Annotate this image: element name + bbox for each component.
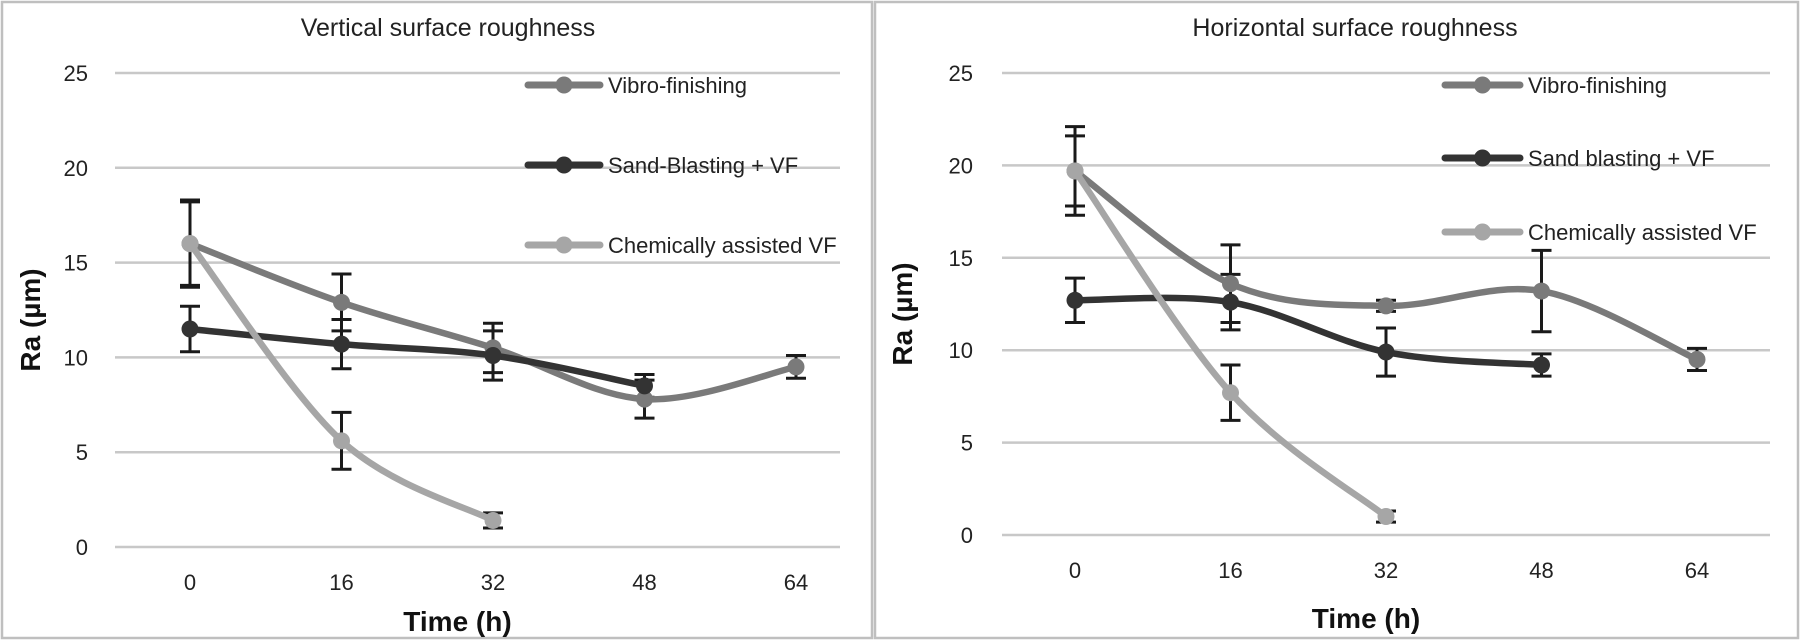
data-point bbox=[1222, 384, 1239, 402]
chart-vertical-roughness: Vertical surface roughness 0 5 10 15 20 25 0 16 3… bbox=[0, 0, 874, 640]
data-point bbox=[333, 432, 350, 450]
data-point bbox=[333, 293, 350, 311]
chart-frame bbox=[0, 0, 874, 640]
legend-entry: Vibro-finishing bbox=[1528, 73, 1667, 98]
legend-swatch-marker bbox=[1474, 76, 1491, 94]
legend-swatch-marker bbox=[1474, 149, 1491, 167]
y-tick-label: 25 bbox=[949, 61, 973, 86]
data-point bbox=[181, 320, 199, 338]
chart-title: Vertical surface roughness bbox=[301, 14, 596, 42]
legend-swatch-marker bbox=[1474, 223, 1491, 241]
data-point bbox=[1377, 297, 1395, 315]
y-tick-label: 5 bbox=[961, 431, 973, 456]
data-point bbox=[484, 511, 502, 529]
legend-swatch-marker bbox=[555, 156, 573, 174]
legend-entry: Chemically assisted VF bbox=[608, 233, 837, 258]
data-point bbox=[333, 335, 350, 353]
x-tick-label: 0 bbox=[184, 570, 196, 595]
y-tick-label: 20 bbox=[949, 153, 973, 178]
data-point bbox=[1377, 343, 1395, 361]
y-tick-label: 15 bbox=[949, 246, 973, 271]
x-tick-label: 32 bbox=[1374, 558, 1398, 583]
data-point bbox=[1533, 282, 1550, 300]
y-tick-label: 0 bbox=[76, 535, 88, 560]
legend-entry: Sand-Blasting + VF bbox=[608, 153, 798, 178]
x-tick-label: 32 bbox=[481, 570, 505, 595]
data-point bbox=[1066, 162, 1084, 180]
data-point bbox=[1066, 291, 1084, 309]
legend-entry: Sand blasting + VF bbox=[1528, 146, 1715, 171]
y-tick-label: 15 bbox=[64, 251, 88, 276]
x-tick-label: 48 bbox=[1529, 558, 1553, 583]
y-axis-label: Ra (µm) bbox=[887, 262, 918, 365]
x-tick-label: 48 bbox=[632, 570, 656, 595]
y-tick-label: 20 bbox=[64, 156, 88, 181]
y-tick-label: 25 bbox=[64, 61, 88, 86]
data-point bbox=[484, 347, 502, 365]
data-point bbox=[1222, 275, 1239, 293]
y-axis-label: Ra (µm) bbox=[15, 268, 46, 371]
x-axis-label: Time (h) bbox=[1312, 603, 1420, 634]
data-point bbox=[181, 235, 199, 253]
x-tick-label: 0 bbox=[1069, 558, 1081, 583]
x-axis-label: Time (h) bbox=[403, 606, 511, 637]
x-tick-label: 16 bbox=[1218, 558, 1242, 583]
data-point bbox=[1377, 508, 1395, 526]
legend-entry: Chemically assisted VF bbox=[1528, 220, 1757, 245]
y-tick-label: 5 bbox=[76, 440, 88, 465]
chart-title: Horizontal surface roughness bbox=[1192, 14, 1517, 42]
data-point bbox=[787, 358, 805, 376]
data-point bbox=[1222, 293, 1239, 311]
legend-entry: Vibro-finishing bbox=[608, 73, 747, 98]
chart-frame bbox=[873, 0, 1800, 640]
data-point bbox=[1533, 356, 1550, 374]
legend-swatch-marker bbox=[555, 76, 573, 94]
chart-horizontal-roughness: Horizontal surface roughness 0 5 10 15 20 25 0 1… bbox=[873, 0, 1800, 640]
x-tick-label: 16 bbox=[329, 570, 353, 595]
legend-swatch-marker bbox=[555, 236, 573, 254]
y-tick-label: 10 bbox=[949, 338, 973, 363]
x-tick-label: 64 bbox=[784, 570, 808, 595]
data-point bbox=[636, 390, 653, 408]
y-tick-label: 10 bbox=[64, 345, 88, 370]
y-tick-label: 0 bbox=[961, 523, 973, 548]
data-point bbox=[1688, 350, 1706, 368]
data-point bbox=[636, 377, 653, 395]
x-tick-label: 64 bbox=[1685, 558, 1709, 583]
series-line-2 bbox=[1071, 294, 1545, 369]
